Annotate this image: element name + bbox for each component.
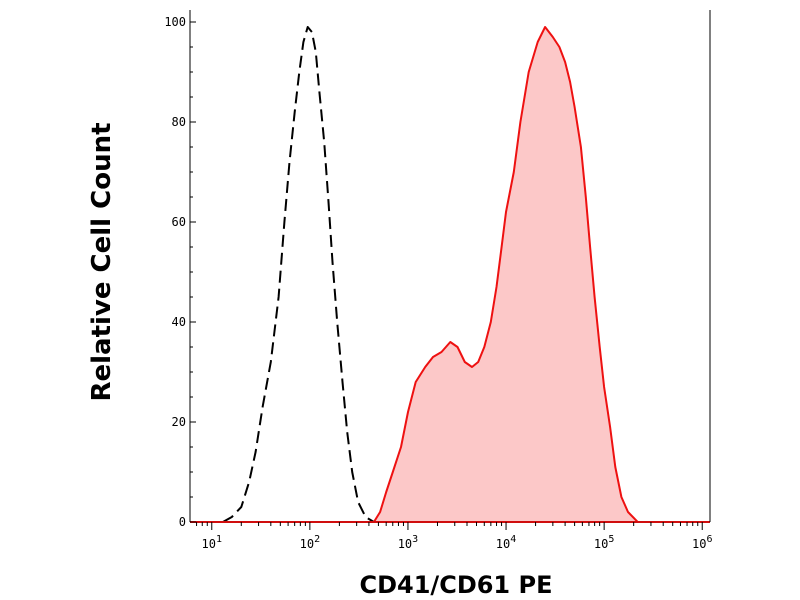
y-tick-label: 60 — [172, 215, 186, 229]
y-tick-label: 100 — [164, 15, 186, 29]
ticks-layer: 0 20 40 60 80 100 101 102 103 104 105 106 — [164, 15, 712, 551]
x-tick-label: 103 — [398, 534, 418, 551]
series-1-line — [373, 26, 639, 523]
y-axis-title: Relative Cell Count — [87, 122, 117, 401]
x-tick-label: 104 — [496, 534, 516, 551]
y-tick-label: 20 — [172, 415, 186, 429]
series-1-area — [373, 27, 638, 522]
x-tick-label: 105 — [594, 534, 614, 551]
x-tick-label: 102 — [300, 534, 320, 551]
y-tick-label: 0 — [179, 515, 186, 529]
y-tick-label: 80 — [172, 115, 186, 129]
series-layer — [222, 26, 639, 523]
x-tick-label: 106 — [692, 534, 712, 551]
axes-layer — [189, 10, 711, 523]
series-0-line — [222, 26, 375, 523]
y-tick-label: 40 — [172, 315, 186, 329]
x-axis-title: CD41/CD61 PE — [360, 571, 553, 599]
x-tick-label: 101 — [202, 534, 222, 551]
